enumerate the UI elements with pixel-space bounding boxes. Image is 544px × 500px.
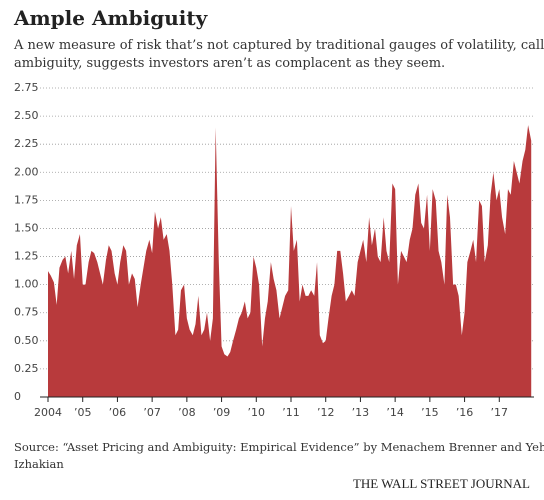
x-tick-label: ’09 <box>213 406 231 419</box>
x-tick-label: ’16 <box>456 406 474 419</box>
y-tick-label: 1.00 <box>14 278 39 291</box>
x-tick-label: ’07 <box>143 406 161 419</box>
x-tick-label: 2004 <box>34 406 62 419</box>
y-tick-label: 2.25 <box>14 137 39 150</box>
y-tick-label: 0 <box>14 390 21 403</box>
x-tick-label: ’10 <box>248 406 266 419</box>
credit: THE WALL STREET JOURNAL <box>353 476 530 491</box>
y-tick-label: 0.25 <box>14 362 39 375</box>
y-tick-label: 1.75 <box>14 193 39 206</box>
subtitle: ambiguity, suggests investors aren’t as … <box>14 56 445 71</box>
y-tick-label: 0.75 <box>14 306 39 319</box>
y-tick-label: 0.50 <box>14 334 39 347</box>
x-tick-label: ’06 <box>109 406 127 419</box>
chart-title: Ample Ambiguity <box>13 6 209 30</box>
x-tick-label: ’12 <box>317 406 335 419</box>
source: Izhakian <box>14 457 64 471</box>
x-tick-label: ’11 <box>282 406 300 419</box>
y-tick-label: 1.25 <box>14 250 39 263</box>
area <box>48 125 532 397</box>
x-tick-label: ’13 <box>352 406 370 419</box>
x-tick-label: ’15 <box>421 406 439 419</box>
y-tick-label: 2.50 <box>14 109 39 122</box>
x-tick-label: ’05 <box>74 406 92 419</box>
x-tick-label: ’17 <box>491 406 509 419</box>
x-tick-label: ’08 <box>178 406 196 419</box>
x-tick-label: ’14 <box>386 406 404 419</box>
subtitle: A new measure of risk that’s not capture… <box>13 38 544 53</box>
y-tick-label: 2.75 <box>14 81 39 94</box>
source: Source: “Asset Pricing and Ambiguity: Em… <box>14 440 544 454</box>
y-tick-label: 2.00 <box>14 165 39 178</box>
y-tick-label: 1.50 <box>14 221 39 234</box>
